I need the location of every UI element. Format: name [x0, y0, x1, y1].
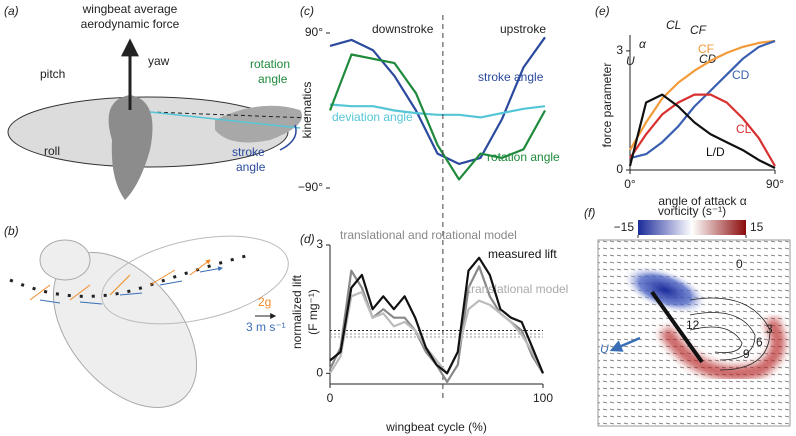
panel-f: (f) vorticity (s⁻¹) U 0 3 6 9 12: [584, 204, 791, 427]
colorbar: [638, 220, 746, 235]
stroke-arrow: [279, 124, 297, 151]
series-line: [328, 53, 546, 181]
flow-field: [597, 239, 791, 427]
inset-label: α: [639, 37, 647, 51]
force-title: wingbeat average: [82, 2, 178, 16]
panel-label: (b): [4, 224, 19, 238]
contour-label: 0: [736, 257, 743, 271]
series-line: [329, 36, 546, 165]
accel-arrows: [29, 260, 210, 301]
panel-label: (a): [4, 4, 19, 18]
x-tick-label: 100: [533, 391, 553, 405]
roll-label: roll: [44, 144, 60, 158]
inset-label: CF: [690, 23, 707, 37]
y-tick-label: 3: [616, 43, 623, 57]
wing-path: [9, 253, 251, 298]
panel-b: (b) 2g 3 m s⁻¹: [4, 224, 289, 408]
panel-label: (c): [300, 4, 314, 18]
y-tick-label: −90°: [298, 180, 323, 194]
series-label: translational and rotational model: [340, 228, 517, 242]
rotation-label: angle: [258, 72, 288, 86]
annotation: downstroke: [372, 22, 434, 36]
series-line: [329, 290, 544, 375]
panel-label: (e): [595, 4, 610, 18]
y-axis-label: normalized lift: [290, 274, 304, 349]
y-axis-label: (F mg⁻¹): [306, 289, 320, 335]
colorbar-tick-label: 15: [750, 220, 764, 234]
panel-label: (f): [584, 206, 595, 220]
fly-body: [108, 95, 153, 200]
series-line: [629, 93, 776, 167]
series-label: measured lift: [488, 247, 557, 261]
series-label: L/D: [706, 145, 725, 159]
x-tick-label: 90°: [766, 177, 784, 191]
series-label: deviation angle: [332, 110, 413, 124]
inset-label: U: [626, 54, 635, 68]
series-label: CD: [732, 68, 750, 82]
pitch-label: pitch: [40, 67, 65, 81]
force-title: aerodynamic force: [81, 17, 180, 31]
fly-wing: [101, 235, 289, 325]
contour-label: 3: [766, 322, 773, 336]
annotation: upstroke: [500, 22, 546, 36]
series-line: [329, 256, 545, 375]
inset-label: CD: [699, 52, 717, 66]
x-axis-label: angle of attack α: [658, 194, 746, 208]
speed-scale: 3 m s⁻¹: [246, 320, 286, 334]
series-label: CL: [736, 122, 752, 136]
contour-label: 6: [756, 335, 763, 349]
fly-head: [39, 239, 91, 281]
rotation-label: rotation: [250, 57, 290, 71]
y-tick-label: 3: [316, 237, 323, 251]
stroke-label: stroke: [232, 145, 265, 159]
velocity-arrow: [609, 336, 641, 352]
stroke-label: angle: [236, 160, 266, 174]
velocity-label: U: [600, 342, 609, 356]
yaw-label: yaw: [148, 54, 170, 68]
y-axis-label: force parameter: [600, 63, 614, 148]
panel-label: (d): [300, 232, 315, 246]
velocity-arrows: [39, 268, 222, 305]
y-tick-label: 0: [616, 162, 623, 176]
contours: [689, 297, 771, 371]
x-axis-label: wingbeat cycle (%): [385, 420, 487, 434]
vortex-red: [659, 316, 785, 381]
axis-line: [149, 111, 311, 119]
y-tick-label: 0: [316, 365, 323, 379]
accel-scale: 2g: [258, 295, 271, 309]
contour-label: 12: [686, 318, 700, 332]
series-line: [329, 103, 546, 119]
panel-a: (a) wingbeat average aerodynamic force y…: [4, 2, 311, 200]
series-line: [629, 39, 776, 151]
series-label: translational model: [468, 282, 569, 296]
series-label: rotation angle: [487, 150, 560, 164]
series-line: [629, 39, 776, 160]
colorbar-title: vorticity (s⁻¹): [658, 204, 726, 218]
y-tick-label: 90°: [305, 25, 323, 39]
vortex-blue: [622, 265, 708, 315]
inset-label: CL: [666, 18, 681, 32]
contour-label: 9: [743, 347, 750, 361]
x-tick-label: 0°: [624, 177, 636, 191]
wing-section: [650, 290, 704, 364]
colorbar-tick-label: −15: [614, 220, 635, 234]
series-label: CF: [698, 42, 714, 56]
y-axis-label: kinematics: [300, 82, 314, 139]
series-line: [628, 93, 776, 169]
x-tick-label: 0: [327, 391, 334, 405]
axis-line: [149, 111, 301, 129]
series-label: stroke angle: [478, 70, 544, 84]
